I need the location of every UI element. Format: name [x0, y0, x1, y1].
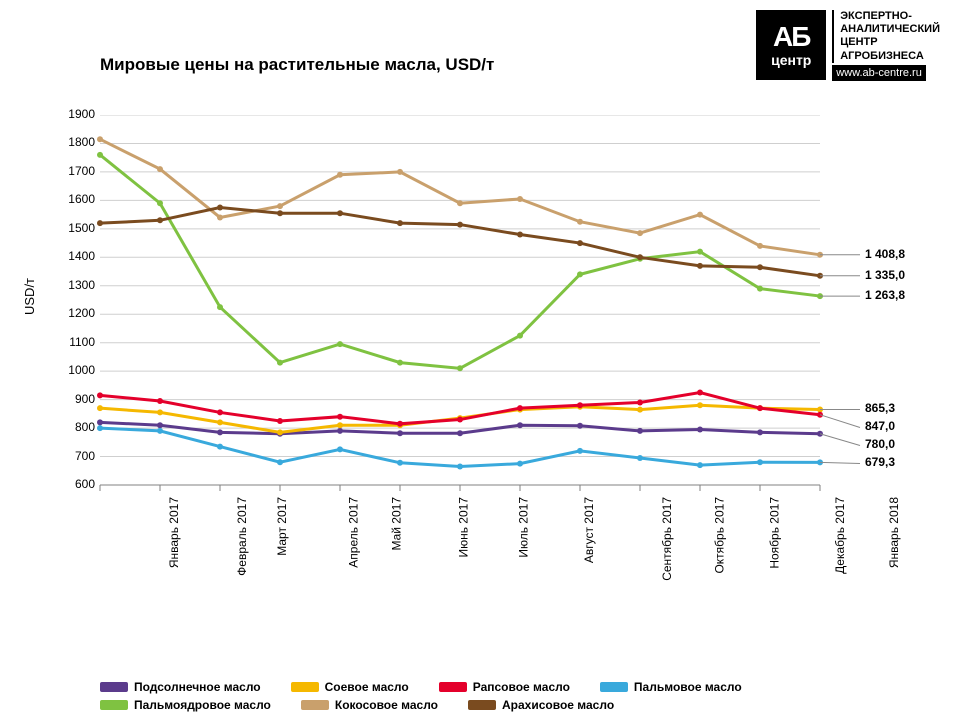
- x-tick: Декабрь 2017: [833, 497, 847, 574]
- x-tick: Апрель 2017: [347, 497, 361, 568]
- x-tick: Февраль 2017: [235, 497, 249, 576]
- series-end-label: 1 263,8: [865, 288, 905, 302]
- legend-swatch: [600, 682, 628, 692]
- y-tick: 1900: [55, 107, 95, 121]
- x-tick: Июль 2017: [517, 497, 531, 558]
- y-tick: 1300: [55, 278, 95, 292]
- x-tick: Март 2017: [275, 497, 289, 556]
- series-end-label: 847,0: [865, 419, 895, 433]
- x-tick: Ноябрь 2017: [768, 497, 782, 569]
- legend-label: Подсолнечное масло: [134, 680, 261, 694]
- legend-swatch: [291, 682, 319, 692]
- x-tick: Август 2017: [582, 497, 596, 563]
- x-tick: Май 2017: [390, 497, 404, 551]
- legend-item: Кокосовое масло: [301, 698, 438, 712]
- legend-swatch: [100, 682, 128, 692]
- x-tick: Октябрь 2017: [713, 497, 727, 574]
- series-line: [100, 208, 820, 276]
- legend-label: Кокосовое масло: [335, 698, 438, 712]
- x-tick: Сентябрь 2017: [660, 497, 674, 581]
- logo-centr: центр: [771, 53, 811, 67]
- series-end-label: 780,0: [865, 437, 895, 451]
- series-end-label: 865,3: [865, 401, 895, 415]
- y-tick: 1400: [55, 249, 95, 263]
- legend-swatch: [439, 682, 467, 692]
- x-tick: Январь 2017: [167, 497, 181, 568]
- y-tick: 900: [55, 392, 95, 406]
- series-line: [100, 139, 820, 255]
- legend-swatch: [100, 700, 128, 710]
- x-tick: Июнь 2017: [457, 497, 471, 558]
- chart-title: Мировые цены на растительные масла, USD/…: [100, 55, 494, 75]
- logo-url: www.ab-centre.ru: [832, 65, 926, 81]
- legend-item: Пальмовое масло: [600, 680, 742, 694]
- legend: Подсолнечное масло Соевое масло Рапсовое м…: [100, 680, 880, 712]
- series-end-label: 679,3: [865, 455, 895, 469]
- logo-badge: АБ центр: [756, 10, 826, 80]
- legend-item: Пальмоядровое масло: [100, 698, 271, 712]
- series-end-label: 1 335,0: [865, 268, 905, 282]
- legend-swatch: [301, 700, 329, 710]
- legend-label: Пальмовое масло: [634, 680, 742, 694]
- y-tick: 1700: [55, 164, 95, 178]
- x-tick: Январь 2018: [887, 497, 901, 568]
- legend-item: Подсолнечное масло: [100, 680, 261, 694]
- legend-item: Арахисовое масло: [468, 698, 614, 712]
- y-tick: 800: [55, 420, 95, 434]
- legend-label: Соевое масло: [325, 680, 409, 694]
- logo-ab: АБ: [773, 23, 809, 51]
- y-tick: 1500: [55, 221, 95, 235]
- series-end-label: 1 408,8: [865, 247, 905, 261]
- chart-area: USD/т 1 408,81 335,01 263,8865,3847,0780…: [40, 115, 940, 655]
- y-tick: 1200: [55, 306, 95, 320]
- legend-swatch: [468, 700, 496, 710]
- y-tick: 1000: [55, 363, 95, 377]
- y-tick: 1100: [55, 335, 95, 349]
- legend-item: Соевое масло: [291, 680, 409, 694]
- logo-tagline: ЭКСПЕРТНО- АНАЛИТИЧЕСКИЙ ЦЕНТР АГРОБИЗНЕ…: [832, 10, 940, 63]
- logo-text-block: ЭКСПЕРТНО- АНАЛИТИЧЕСКИЙ ЦЕНТР АГРОБИЗНЕ…: [832, 10, 940, 81]
- y-tick: 700: [55, 449, 95, 463]
- series-line: [100, 155, 820, 368]
- legend-label: Рапсовое масло: [473, 680, 570, 694]
- line-chart: [40, 115, 940, 515]
- logo-area: АБ центр ЭКСПЕРТНО- АНАЛИТИЧЕСКИЙ ЦЕНТР …: [756, 10, 940, 81]
- y-tick: 1800: [55, 135, 95, 149]
- y-tick: 600: [55, 477, 95, 491]
- y-tick: 1600: [55, 192, 95, 206]
- legend-label: Пальмоядровое масло: [134, 698, 271, 712]
- legend-item: Рапсовое масло: [439, 680, 570, 694]
- y-axis-label: USD/т: [22, 278, 37, 315]
- legend-label: Арахисовое масло: [502, 698, 614, 712]
